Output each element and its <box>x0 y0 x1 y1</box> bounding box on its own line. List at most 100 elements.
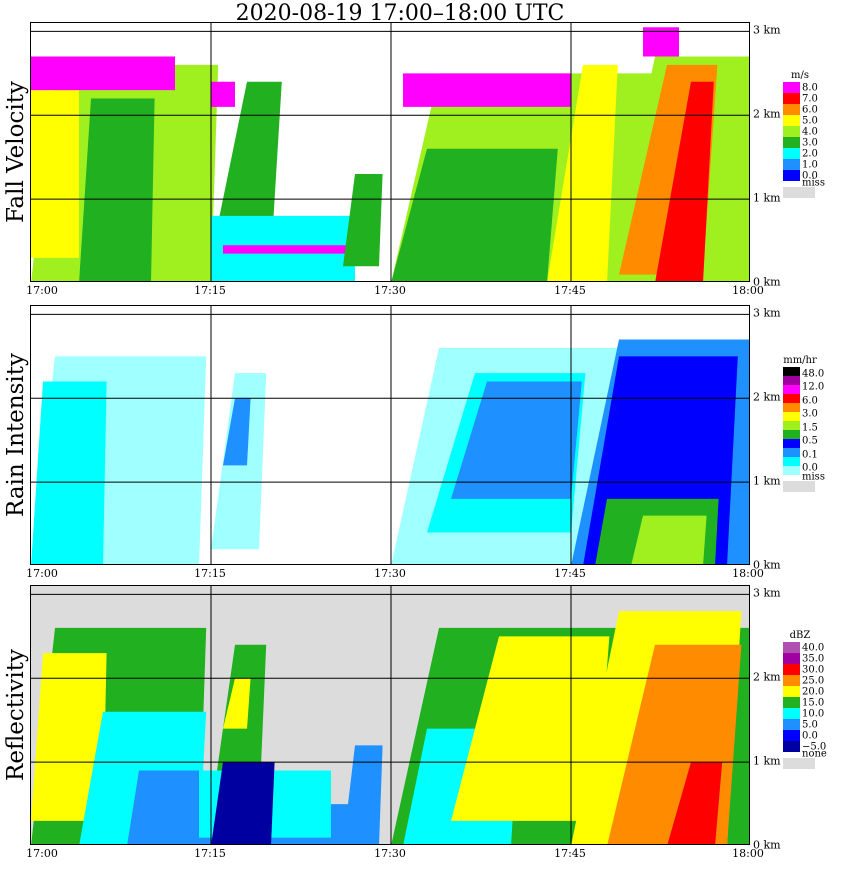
y-tick-label: 0 km <box>753 838 781 852</box>
legend-swatch <box>783 376 800 385</box>
legend-swatch <box>783 457 800 466</box>
legend-label: 5.0 <box>802 719 818 730</box>
echo-cell-1 <box>31 381 107 564</box>
legend-swatch <box>783 675 800 686</box>
x-tick-label: 17:15 <box>194 847 226 860</box>
legend-swatch <box>783 448 800 457</box>
legend-swatch <box>783 104 800 115</box>
legend-miss-label: miss <box>802 471 825 483</box>
y-tick-label: 1 km <box>753 754 781 768</box>
x-tick-label: 17:00 <box>26 847 58 860</box>
echo-cell-4 <box>211 81 282 258</box>
legend-swatch <box>783 466 800 475</box>
legend-miss-swatch <box>783 187 815 198</box>
legend-label: 4.0 <box>802 126 818 137</box>
legend-swatch <box>783 159 800 170</box>
legend-label: 1.5 <box>802 422 818 434</box>
legend-label: 3.0 <box>802 408 818 420</box>
chart-title: 2020-08-19 17:00–18:00 UTC <box>235 1 565 26</box>
legend-miss-swatch <box>783 758 815 769</box>
legend-label: 0.0 <box>802 170 818 181</box>
echo-cell-9 <box>343 745 383 844</box>
plot-svg <box>31 306 749 564</box>
echo-cell-15 <box>655 81 714 281</box>
panel-ylabel: Reflectivity <box>2 585 30 845</box>
legend-label: −5.0 <box>802 741 827 752</box>
plot-area <box>30 305 750 565</box>
legend-label: 0.0 <box>802 462 818 474</box>
echo-cell-11 <box>403 73 571 107</box>
legend-unit: dBZ <box>789 630 811 641</box>
y-tick-label: 1 km <box>753 474 781 488</box>
echo-cell-16 <box>643 27 679 57</box>
legend-label: 2.0 <box>802 148 818 159</box>
x-tick-label: 18:00 <box>732 284 764 297</box>
panel-reflectivity: Reflectivity 17:00 17:15 17:30 17:45 18:00 0 k… <box>0 585 850 870</box>
legend-swatch <box>783 394 800 403</box>
legend-swatch <box>783 697 800 708</box>
echo-cell-8 <box>211 762 275 844</box>
legend-label: 10.0 <box>802 708 825 719</box>
echo-cell-10 <box>391 148 558 281</box>
legend-swatch <box>783 137 800 148</box>
legend-label: 1.0 <box>802 159 818 170</box>
legend-unit: mm/hr <box>783 355 817 366</box>
echo-cell-3 <box>223 398 251 466</box>
echo-cell-12 <box>451 636 610 821</box>
legend-label: 30.0 <box>802 664 825 675</box>
legend-label: 6.0 <box>802 104 818 115</box>
echo-cell-10 <box>631 515 707 564</box>
x-tick-label: 17:00 <box>26 284 58 297</box>
ylabel-text: Rain Intensity <box>3 353 29 517</box>
x-tick-label: 17:30 <box>374 567 406 580</box>
legend-swatch <box>783 664 800 675</box>
y-tick-label: 3 km <box>753 306 781 320</box>
legend-label: 0.1 <box>802 449 818 461</box>
legend-swatch <box>783 82 800 93</box>
y-tick-label: 2 km <box>753 670 781 684</box>
x-tick-label: 18:00 <box>732 847 764 860</box>
legend-swatch <box>783 115 800 126</box>
legend-miss-swatch <box>783 481 815 492</box>
echo-cell-3 <box>127 770 203 844</box>
legend-swatch <box>783 385 800 394</box>
legend-swatch <box>783 653 800 664</box>
echo-cell-6 <box>451 381 582 499</box>
plot-svg <box>31 23 749 281</box>
legend-swatch <box>783 148 800 159</box>
x-tick-label: 17:15 <box>194 567 226 580</box>
plot-area <box>30 585 750 845</box>
x-tick-label: 17:30 <box>374 847 406 860</box>
legend-unit: m/s <box>791 70 809 81</box>
legend-swatch <box>783 730 800 741</box>
legend-swatch <box>783 403 800 412</box>
legend-swatch <box>783 430 800 439</box>
echo-cell-7 <box>223 245 355 254</box>
legend-label: 0.0 <box>802 730 818 741</box>
panel-ylabel: Rain Intensity <box>2 305 30 565</box>
legend-swatch <box>783 93 800 104</box>
echo-cell-15 <box>667 762 723 844</box>
y-tick-label: 0 km <box>753 275 781 289</box>
echo-cell-3 <box>31 56 175 91</box>
x-tick-label: 18:00 <box>732 567 764 580</box>
panel-rain-intensity: Rain Intensity 17:00 17:15 17:30 17:45 18:00 0… <box>0 305 850 590</box>
legend-label: 25.0 <box>802 675 825 686</box>
legend-label: 0.5 <box>802 435 818 447</box>
legend-label: 35.0 <box>802 653 825 664</box>
legend-label: 5.0 <box>802 115 818 126</box>
legend-swatch <box>783 708 800 719</box>
y-tick-label: 1 km <box>753 191 781 205</box>
echo-cell-1 <box>31 90 79 258</box>
plot-svg <box>31 586 749 844</box>
legend-swatch <box>783 412 800 421</box>
legend-label: 7.0 <box>802 93 818 104</box>
legend-swatch <box>783 439 800 448</box>
legend-swatch <box>783 686 800 697</box>
legend-miss-label: miss <box>802 177 825 189</box>
legend-label: 15.0 <box>802 697 825 708</box>
legend-swatch <box>783 719 800 730</box>
legend-label: 3.0 <box>802 137 818 148</box>
ylabel-text: Reflectivity <box>3 649 29 781</box>
legend-swatch <box>783 126 800 137</box>
